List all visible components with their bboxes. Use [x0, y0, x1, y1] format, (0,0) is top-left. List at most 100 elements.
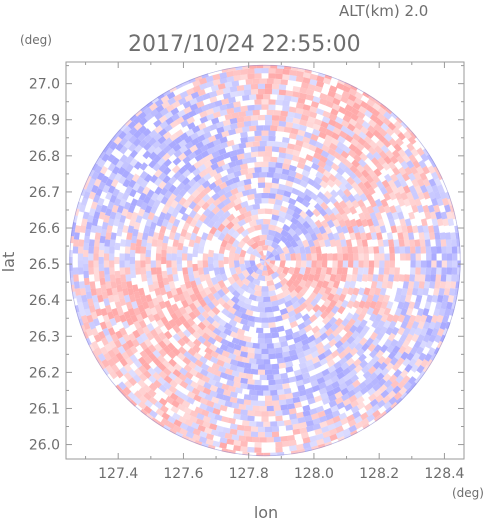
field-cell	[177, 242, 184, 251]
field-cell	[382, 139, 392, 148]
field-cell	[299, 180, 309, 188]
field-cell	[236, 333, 245, 341]
field-cell	[269, 256, 276, 261]
field-cell	[305, 387, 314, 395]
field-cell	[352, 133, 361, 142]
field-cell	[254, 198, 262, 205]
field-cell	[283, 388, 292, 395]
field-cell	[83, 235, 90, 244]
field-cell	[106, 288, 113, 296]
field-cell	[273, 141, 282, 148]
field-cell	[425, 340, 434, 349]
field-cell	[318, 239, 326, 248]
field-cell	[315, 246, 322, 254]
field-cell	[353, 154, 362, 163]
field-cell	[316, 232, 324, 241]
field-cell	[239, 263, 247, 272]
field-cell	[392, 362, 401, 372]
field-cell	[352, 300, 361, 309]
field-cell	[282, 266, 290, 276]
field-cell	[345, 200, 354, 209]
field-cell	[255, 252, 262, 259]
field-cell	[367, 146, 377, 156]
field-cell	[315, 196, 324, 206]
field-cell	[181, 299, 189, 309]
field-cell	[114, 211, 122, 220]
field-cell	[156, 246, 162, 254]
field-cell	[428, 191, 436, 200]
field-cell	[168, 358, 177, 367]
field-cell	[385, 150, 394, 159]
field-cell	[322, 343, 332, 352]
field-cell	[180, 119, 189, 128]
field-cell	[106, 225, 113, 233]
field-cell	[182, 320, 191, 330]
field-cell	[93, 267, 100, 275]
field-cell	[271, 214, 280, 221]
field-cell	[332, 253, 338, 261]
field-cell	[271, 332, 280, 339]
field-cell	[386, 211, 394, 220]
field-cell	[212, 291, 222, 301]
field-cell	[290, 253, 297, 261]
field-cell	[209, 286, 218, 295]
field-cell	[206, 315, 215, 325]
field-cell	[312, 208, 321, 217]
field-cell	[168, 385, 178, 394]
field-cell	[292, 279, 301, 288]
field-cell	[298, 356, 307, 364]
field-cell	[200, 144, 209, 153]
field-cell	[292, 117, 301, 125]
field-cell	[184, 135, 193, 144]
field-cell	[203, 172, 212, 182]
field-cell	[255, 262, 262, 269]
field-cell	[335, 239, 342, 248]
field-cell	[94, 274, 100, 282]
field-cell	[261, 161, 269, 167]
field-cell	[133, 122, 143, 131]
field-cell	[197, 267, 205, 275]
field-cell	[250, 241, 259, 250]
field-cell	[258, 264, 264, 271]
field-cell	[297, 322, 307, 331]
field-cell	[276, 188, 285, 196]
field-cell	[218, 260, 224, 268]
field-cell	[125, 348, 134, 358]
field-cell	[383, 192, 392, 201]
field-cell	[129, 345, 138, 355]
field-cell	[193, 338, 202, 348]
field-cell	[403, 198, 411, 207]
field-cell	[347, 318, 356, 327]
field-cell	[186, 194, 196, 204]
field-cell	[184, 377, 193, 386]
field-cell	[310, 298, 319, 307]
field-cell	[187, 178, 197, 187]
field-cell	[338, 130, 348, 139]
field-cell	[292, 233, 301, 242]
field-cell	[179, 422, 189, 431]
field-cell	[277, 125, 285, 132]
field-cell	[216, 126, 225, 134]
field-cell	[333, 334, 343, 343]
field-cell	[321, 174, 330, 184]
field-cell	[121, 191, 130, 201]
field-cell	[375, 118, 384, 127]
field-cell	[388, 138, 398, 147]
field-cell	[269, 260, 276, 265]
field-cell	[129, 218, 136, 227]
field-cell	[111, 204, 119, 213]
field-cell	[353, 176, 362, 185]
field-cell	[212, 138, 222, 147]
field-cell	[236, 299, 246, 308]
field-cell	[172, 187, 181, 197]
field-cell	[424, 353, 433, 362]
field-cell	[376, 112, 386, 122]
field-cell	[245, 373, 253, 380]
field-cell	[265, 364, 273, 370]
field-cell	[210, 84, 219, 92]
field-cell	[305, 154, 314, 162]
field-cell	[98, 330, 106, 340]
field-cell	[217, 288, 226, 298]
field-cell	[196, 327, 206, 337]
field-cell	[375, 162, 384, 172]
